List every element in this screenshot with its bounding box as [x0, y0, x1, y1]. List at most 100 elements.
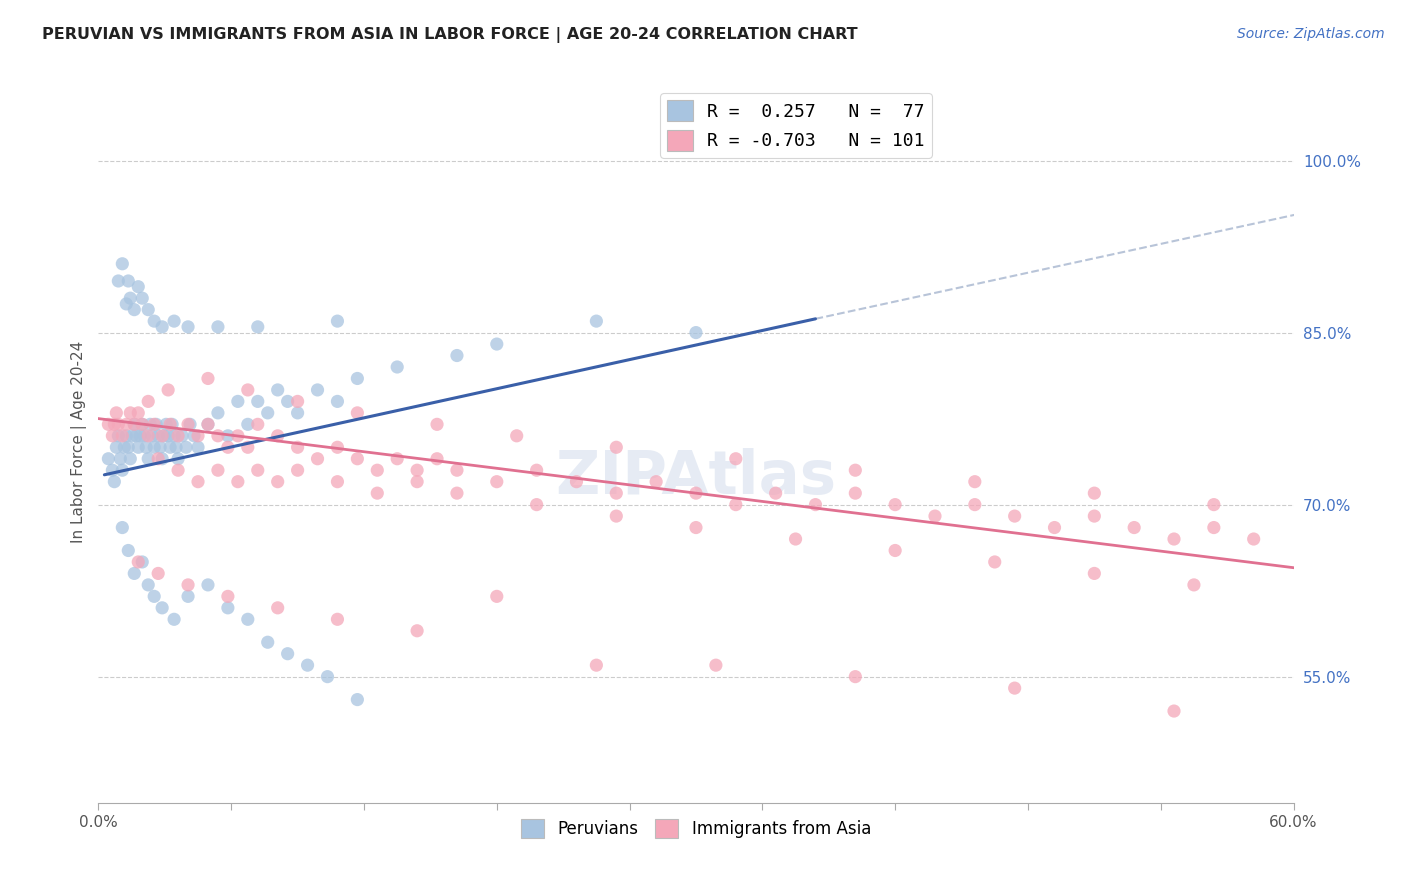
Point	[172, 429, 194, 443]
Point	[129, 429, 152, 443]
Point	[125, 429, 148, 443]
Point	[136, 394, 159, 409]
Point	[267, 383, 290, 397]
Point	[685, 326, 707, 340]
Point	[153, 429, 176, 443]
Point	[150, 429, 173, 443]
Point	[136, 429, 159, 443]
Point	[117, 274, 139, 288]
Point	[326, 440, 349, 454]
Point	[107, 417, 129, 432]
Point	[120, 451, 142, 466]
Point	[366, 463, 388, 477]
Point	[246, 319, 269, 334]
Point	[105, 440, 128, 454]
Point	[177, 590, 200, 604]
Point	[105, 406, 128, 420]
Point	[143, 590, 166, 604]
Point	[120, 406, 142, 420]
Point	[207, 319, 229, 334]
Point	[385, 451, 409, 466]
Point	[226, 394, 249, 409]
Point	[426, 451, 449, 466]
Point	[163, 612, 186, 626]
Point	[446, 486, 468, 500]
Point	[236, 383, 259, 397]
Point	[103, 417, 125, 432]
Point	[366, 486, 388, 500]
Point	[346, 371, 368, 385]
Point	[148, 451, 170, 466]
Point	[148, 566, 170, 581]
Point	[197, 417, 219, 432]
Point	[131, 417, 153, 432]
Point	[150, 600, 173, 615]
Point	[277, 647, 299, 661]
Point	[111, 257, 134, 271]
Point	[506, 429, 529, 443]
Point	[97, 417, 120, 432]
Point	[183, 429, 205, 443]
Point	[1163, 532, 1185, 546]
Point	[115, 297, 138, 311]
Point	[246, 463, 269, 477]
Point	[127, 279, 149, 293]
Point	[1004, 681, 1026, 695]
Point	[111, 429, 134, 443]
Point	[605, 509, 627, 524]
Point	[150, 451, 173, 466]
Point	[127, 555, 149, 569]
Point	[197, 371, 219, 385]
Point	[246, 417, 269, 432]
Point	[167, 429, 190, 443]
Point	[277, 394, 299, 409]
Y-axis label: In Labor Force | Age 20-24: In Labor Force | Age 20-24	[72, 341, 87, 542]
Point	[645, 475, 668, 489]
Point	[124, 417, 146, 432]
Point	[1083, 509, 1105, 524]
Point	[97, 451, 120, 466]
Point	[724, 498, 747, 512]
Point	[236, 417, 259, 432]
Point	[326, 612, 349, 626]
Point	[124, 566, 146, 581]
Point	[207, 463, 229, 477]
Point	[207, 406, 229, 420]
Point	[704, 658, 727, 673]
Point	[157, 429, 180, 443]
Point	[605, 486, 627, 500]
Text: PERUVIAN VS IMMIGRANTS FROM ASIA IN LABOR FORCE | AGE 20-24 CORRELATION CHART: PERUVIAN VS IMMIGRANTS FROM ASIA IN LABO…	[42, 27, 858, 43]
Point	[160, 417, 183, 432]
Point	[585, 314, 607, 328]
Point	[765, 486, 787, 500]
Point	[1083, 566, 1105, 581]
Point	[187, 475, 209, 489]
Point	[1083, 486, 1105, 500]
Point	[115, 417, 138, 432]
Point	[236, 440, 259, 454]
Point	[217, 429, 239, 443]
Point	[844, 670, 866, 684]
Point	[141, 429, 163, 443]
Point	[226, 475, 249, 489]
Point	[187, 429, 209, 443]
Point	[326, 394, 349, 409]
Point	[149, 440, 172, 454]
Point	[326, 314, 349, 328]
Point	[406, 624, 429, 638]
Point	[159, 417, 181, 432]
Point	[526, 498, 548, 512]
Point	[385, 359, 409, 374]
Point	[124, 417, 146, 432]
Point	[177, 417, 200, 432]
Point	[217, 600, 239, 615]
Point	[804, 498, 827, 512]
Point	[136, 302, 159, 317]
Point	[287, 406, 309, 420]
Point	[115, 429, 138, 443]
Text: ZIPAtlas: ZIPAtlas	[555, 448, 837, 508]
Point	[107, 429, 129, 443]
Point	[136, 451, 159, 466]
Point	[1163, 704, 1185, 718]
Point	[287, 440, 309, 454]
